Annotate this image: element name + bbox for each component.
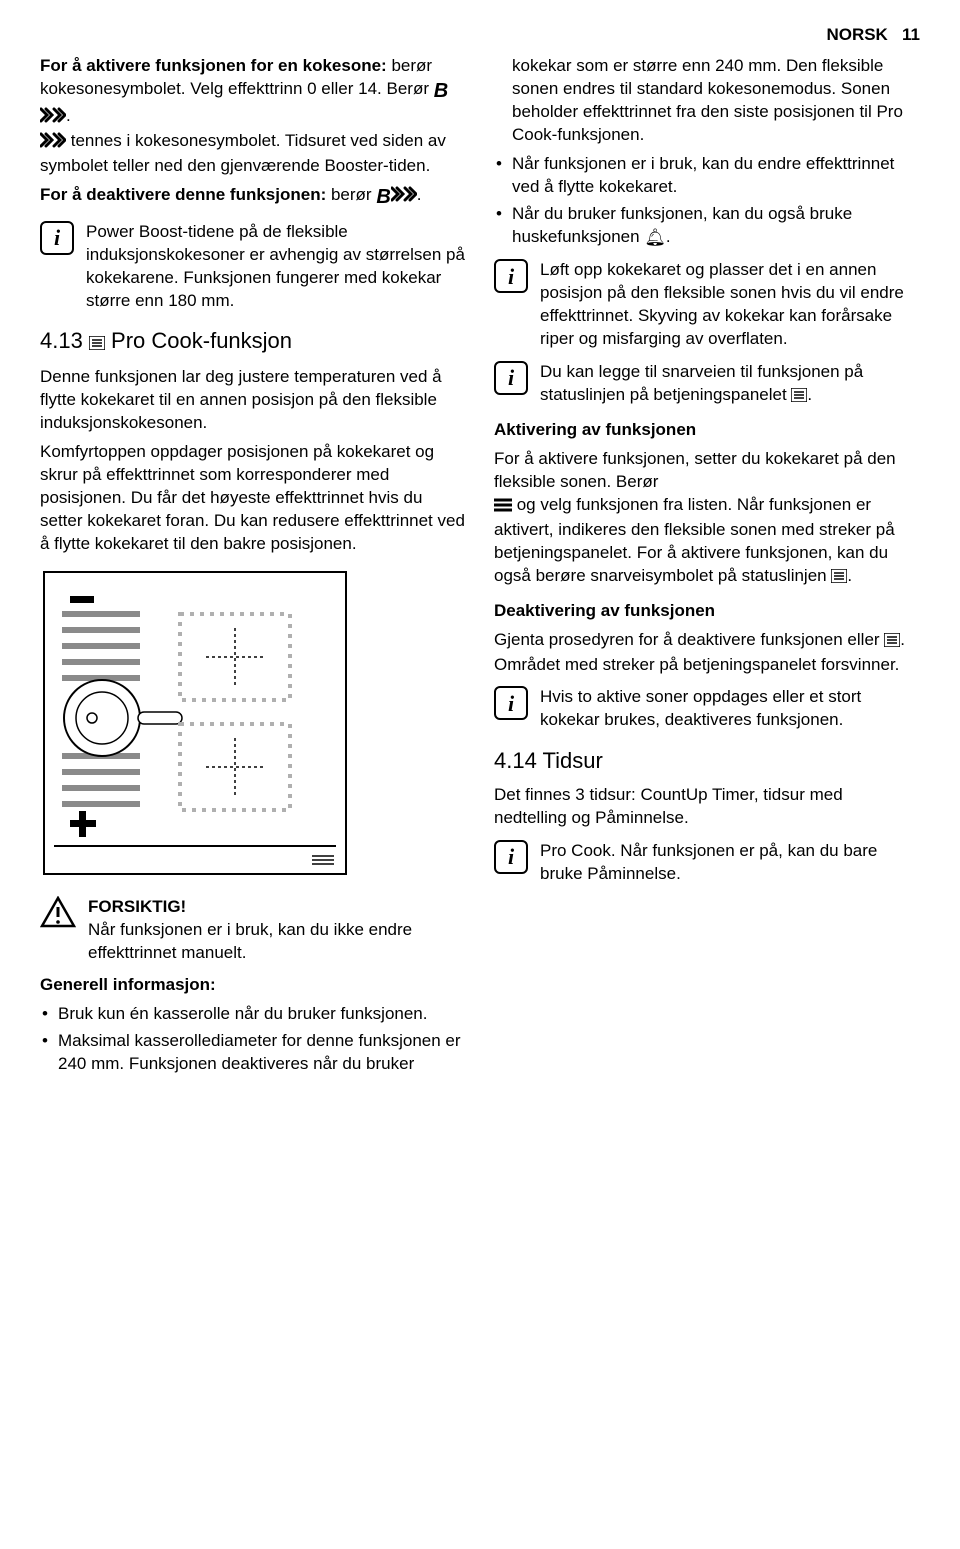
activation-para: For å aktivere funksjonen, setter du kok… xyxy=(494,448,920,590)
para-413-desc1: Denne funksjonen lar deg justere tempera… xyxy=(40,366,466,435)
info-body: Du kan legge til snarveien til funksjone… xyxy=(540,361,920,409)
header-page: 11 xyxy=(902,25,920,44)
list-icon xyxy=(791,386,807,409)
info-body: Løft opp kokekaret og plasser det i en a… xyxy=(540,259,920,351)
deactivation-heading: Deaktivering av funksjonen xyxy=(494,600,920,623)
para-414: Det finnes 3 tidsur: CountUp Timer, tids… xyxy=(494,784,920,830)
list-item: Bruk kun én kasserolle når du bruker fun… xyxy=(40,1003,466,1026)
para-continue: kokekar som er større enn 240 mm. Den fl… xyxy=(512,55,920,147)
info-icon: i xyxy=(40,221,74,255)
page-header: NORSK 11 xyxy=(40,24,920,47)
procook-diagram xyxy=(40,568,466,878)
deactivation-para: Gjenta prosedyren for å deaktivere funks… xyxy=(494,629,920,677)
caution-block: FORSIKTIG! Når funksjonen er i bruk, kan… xyxy=(40,896,466,965)
list-icon xyxy=(831,567,847,590)
section-414-heading: 4.14 Tidsur xyxy=(494,746,920,776)
info-icon: i xyxy=(494,840,528,874)
boost-b-icon: B xyxy=(434,78,448,105)
bell-icon: 🔔︎ xyxy=(644,227,666,250)
para-deactivate: For å deaktivere denne funksjonen: berør… xyxy=(40,184,466,211)
menu-icon xyxy=(494,496,512,519)
list-icon xyxy=(89,328,105,358)
double-chevron-icon xyxy=(40,132,66,155)
list-item: Når du bruker funksjonen, kan du også br… xyxy=(494,203,920,250)
info-body: Hvis to aktive soner oppdages eller et s… xyxy=(540,686,920,732)
info-two-zones: i Hvis to aktive soner oppdages eller et… xyxy=(494,686,920,732)
header-language: NORSK xyxy=(826,25,887,44)
list-item: Når funksjonen er i bruk, kan du endre e… xyxy=(494,153,920,199)
para-activate-zone: For å aktivere funksjonen for en kokeson… xyxy=(40,55,466,178)
list-icon xyxy=(884,631,900,654)
caution-body: FORSIKTIG! Når funksjonen er i bruk, kan… xyxy=(88,896,466,965)
warning-icon xyxy=(40,896,76,928)
info-shortcut: i Du kan legge til snarveien til funksjo… xyxy=(494,361,920,409)
list-item: Maksimal kasserollediameter for denne fu… xyxy=(40,1030,466,1076)
para-413-desc2: Komfyrtoppen oppdager posisjonen på koke… xyxy=(40,441,466,556)
general-info-heading: Generell informasjon: xyxy=(40,974,466,997)
info-body: Power Boost-tidene på de fleksible induk… xyxy=(86,221,466,313)
activation-heading: Aktivering av funksjonen xyxy=(494,419,920,442)
content-columns: For å aktivere funksjonen for en kokeson… xyxy=(40,55,920,1084)
info-icon: i xyxy=(494,686,528,720)
right-bullets: Når funksjonen er i bruk, kan du endre e… xyxy=(494,153,920,250)
info-icon: i xyxy=(494,361,528,395)
info-lift-pot: i Løft opp kokekaret og plasser det i en… xyxy=(494,259,920,351)
general-info-list: Bruk kun én kasserolle når du bruker fun… xyxy=(40,1003,466,1076)
caution-text: Når funksjonen er i bruk, kan du ikke en… xyxy=(88,919,466,965)
info-procook-timer: i Pro Cook. Når funksjonen er på, kan du… xyxy=(494,840,920,886)
boost-b-icon: B xyxy=(376,184,390,211)
info-icon: i xyxy=(494,259,528,293)
info-block-powerboost: i Power Boost-tidene på de fleksible ind… xyxy=(40,221,466,313)
section-413-heading: 4.13 Pro Cook-funksjon xyxy=(40,326,466,358)
right-column: kokekar som er større enn 240 mm. Den fl… xyxy=(494,55,920,1084)
info-body: Pro Cook. Når funksjonen er på, kan du b… xyxy=(540,840,920,886)
caution-title: FORSIKTIG! xyxy=(88,896,466,919)
double-chevron-icon xyxy=(391,186,417,209)
double-chevron-icon xyxy=(40,107,66,130)
left-column: For å aktivere funksjonen for en kokeson… xyxy=(40,55,466,1084)
